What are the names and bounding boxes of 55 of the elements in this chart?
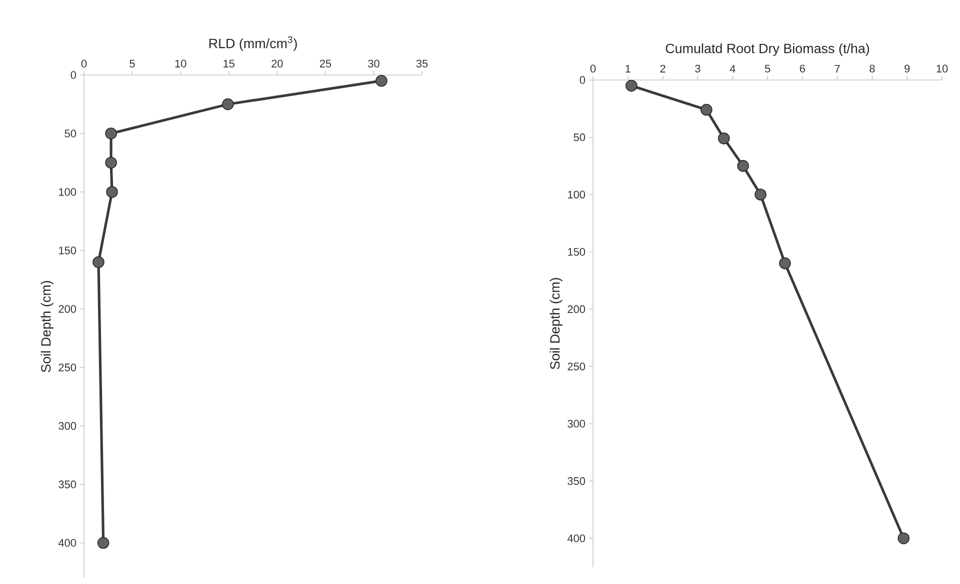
x-axis-title: RLD (mm/cm$^{3}$) bbox=[209, 36, 297, 51]
point bbox=[92, 256, 104, 268]
x-tick-label: 7 bbox=[834, 64, 840, 72]
x-tick-label: 4 bbox=[730, 64, 736, 72]
point bbox=[376, 74, 388, 87]
x-tick-label: 0 bbox=[590, 64, 596, 72]
x-tick-label: 6 bbox=[800, 64, 805, 72]
x-tick-label: 10 bbox=[936, 64, 948, 72]
y-tick-label: 400 bbox=[58, 539, 76, 547]
y-tick-label: 350 bbox=[58, 480, 76, 488]
y-axis-title: Soil Depth (cm) bbox=[40, 281, 54, 372]
y-tick-label: 100 bbox=[59, 188, 76, 196]
y-tick-label: 350 bbox=[568, 477, 586, 485]
x-tick-label: 5 bbox=[130, 60, 135, 68]
point bbox=[97, 536, 110, 549]
x-tick-label: 9 bbox=[904, 64, 910, 72]
point bbox=[898, 532, 910, 544]
x-tick-label: 5 bbox=[764, 64, 770, 72]
y-tick-label: 300 bbox=[568, 420, 586, 428]
point bbox=[105, 128, 117, 140]
x-tick-label: 20 bbox=[272, 60, 283, 68]
y-tick-label: 50 bbox=[574, 133, 586, 142]
y-tick-label: 150 bbox=[568, 248, 586, 256]
y-tick-label: 200 bbox=[58, 305, 76, 313]
y-tick-label: 250 bbox=[568, 362, 586, 370]
point bbox=[105, 156, 117, 169]
point bbox=[779, 257, 791, 270]
y-tick-label: 0 bbox=[70, 71, 76, 79]
y-tick-label: 300 bbox=[58, 422, 76, 430]
x-tick-label: 30 bbox=[368, 60, 380, 68]
point bbox=[718, 132, 730, 144]
y-tick-label: 250 bbox=[58, 364, 76, 372]
y-tick-label: 150 bbox=[59, 246, 76, 254]
x-tick-label: 35 bbox=[416, 60, 428, 68]
x-tick-label: 25 bbox=[320, 60, 332, 68]
x-tick-label: 8 bbox=[870, 64, 875, 72]
x-tick-label: 10 bbox=[175, 60, 186, 68]
x-tick-label: 15 bbox=[224, 60, 234, 68]
x-tick-label: 0 bbox=[81, 60, 87, 68]
point bbox=[700, 104, 712, 116]
x-tick-label: 2 bbox=[660, 64, 666, 72]
x-tick-label: 3 bbox=[695, 64, 700, 72]
point bbox=[222, 98, 234, 110]
point bbox=[626, 80, 638, 92]
x-tick-label: 1 bbox=[626, 64, 630, 72]
y-tick-label: 400 bbox=[567, 534, 586, 542]
x-axis-title: Cumulatd Root Dry Biomass (t/ha) bbox=[666, 43, 870, 56]
y-tick-label: 100 bbox=[568, 190, 586, 198]
y-tick-label: 50 bbox=[64, 130, 76, 138]
y-tick-label: 200 bbox=[568, 305, 586, 314]
point bbox=[106, 186, 118, 198]
y-axis-title: Soil Depth (cm) bbox=[550, 278, 562, 370]
point bbox=[754, 188, 766, 200]
y-tick-label: 0 bbox=[580, 76, 586, 84]
point bbox=[737, 160, 749, 172]
